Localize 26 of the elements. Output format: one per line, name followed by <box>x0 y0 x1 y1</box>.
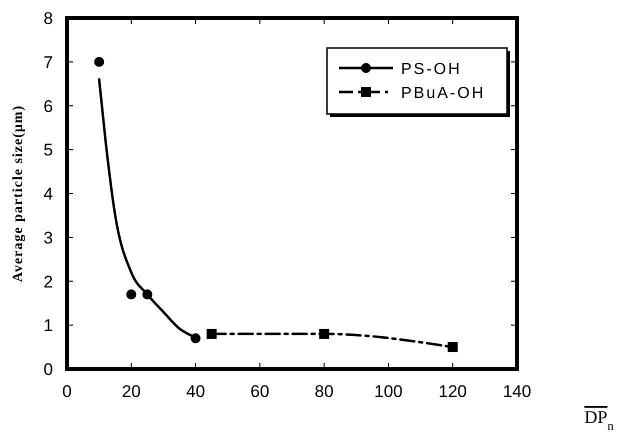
y-tick-label: 1 <box>44 316 53 336</box>
point <box>94 56 104 67</box>
legend-label: PBuA-OH <box>401 85 486 102</box>
legend-label: PS-OH <box>401 61 462 78</box>
y-axis-title: Average particle size(μm) <box>11 104 26 282</box>
x-tick-label: 80 <box>314 382 334 401</box>
point <box>448 342 458 352</box>
y-tick-label: 3 <box>44 228 53 248</box>
x-tick-label: 40 <box>186 382 206 401</box>
x-tick-label: 20 <box>122 382 141 401</box>
point <box>206 328 217 339</box>
point <box>126 289 136 300</box>
x-tick-label: 0 <box>62 382 72 401</box>
y-tick-label: 8 <box>44 9 53 28</box>
x-axis-title: DP$_{n}$ <box>584 407 614 433</box>
x-tick-label: 140 <box>502 382 532 401</box>
y-tick-label: 4 <box>44 184 53 204</box>
y-tick-label: 0 <box>44 360 53 379</box>
x-tick-label: 60 <box>250 382 270 401</box>
x-tick-label: 100 <box>374 382 403 401</box>
x-tick-label: 120 <box>438 382 467 401</box>
y-tick-label: 6 <box>44 96 53 116</box>
y-tick-label: 2 <box>44 272 53 292</box>
y-tick-label: 5 <box>44 140 53 160</box>
y-tick-label: 7 <box>44 52 53 72</box>
point <box>319 328 330 339</box>
